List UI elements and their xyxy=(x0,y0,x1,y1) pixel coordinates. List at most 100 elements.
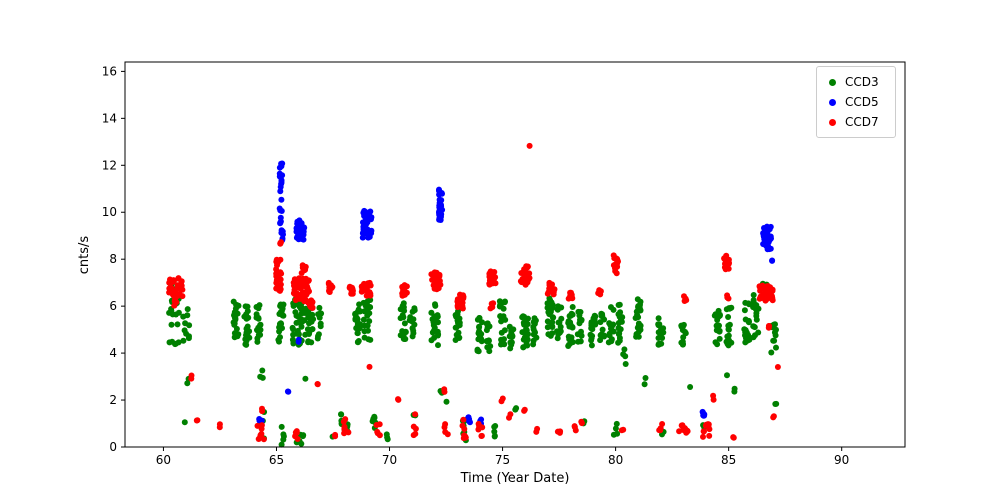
data-point xyxy=(289,324,296,331)
data-point xyxy=(194,417,201,424)
data-point xyxy=(506,414,512,421)
data-point xyxy=(443,398,450,405)
data-point xyxy=(365,336,372,343)
data-point xyxy=(681,293,687,300)
data-point xyxy=(298,440,305,447)
data-point xyxy=(485,337,492,344)
y-tick-label: 0 xyxy=(109,440,117,454)
data-point xyxy=(244,303,251,310)
data-point xyxy=(399,303,406,309)
data-point xyxy=(358,288,365,295)
legend-label-ccd7: CCD7 xyxy=(845,115,879,129)
data-point xyxy=(302,375,309,382)
data-point xyxy=(616,330,623,337)
data-point xyxy=(352,316,359,323)
data-point xyxy=(725,314,732,320)
data-point xyxy=(616,335,623,341)
data-point xyxy=(231,321,238,328)
data-point xyxy=(530,341,537,348)
data-point xyxy=(524,276,531,283)
data-point xyxy=(328,285,335,292)
data-point xyxy=(773,344,779,351)
data-point xyxy=(186,333,192,340)
x-tick-label: 70 xyxy=(382,453,397,467)
data-point xyxy=(578,332,585,339)
y-tick-label: 14 xyxy=(102,111,117,125)
data-point xyxy=(441,386,448,393)
data-point xyxy=(231,312,237,319)
data-point xyxy=(184,306,191,313)
data-point xyxy=(597,337,604,344)
data-point xyxy=(744,337,751,344)
data-point xyxy=(524,270,531,277)
data-point xyxy=(277,281,284,288)
data-point xyxy=(632,315,639,321)
data-point xyxy=(569,304,576,310)
data-point xyxy=(577,338,584,345)
data-point xyxy=(492,423,499,429)
data-point xyxy=(301,290,308,297)
data-point xyxy=(724,372,730,379)
data-point xyxy=(600,332,607,339)
data-point xyxy=(302,263,309,270)
data-point xyxy=(293,319,300,326)
data-point xyxy=(575,308,582,315)
data-point xyxy=(598,313,605,319)
data-point xyxy=(555,331,562,338)
x-tick-label: 85 xyxy=(721,453,736,467)
data-point xyxy=(432,270,439,277)
data-point xyxy=(253,314,260,321)
data-point xyxy=(411,321,418,328)
data-point xyxy=(257,434,264,441)
data-point xyxy=(762,297,769,304)
data-point xyxy=(315,311,322,318)
data-point xyxy=(298,295,305,302)
data-point xyxy=(588,342,595,349)
data-point xyxy=(277,214,284,221)
data-point xyxy=(182,320,189,327)
data-point xyxy=(259,374,266,381)
data-point xyxy=(558,315,565,322)
data-point xyxy=(544,318,551,325)
data-point xyxy=(620,351,627,358)
data-point xyxy=(279,160,286,167)
data-point xyxy=(310,316,317,323)
data-point xyxy=(412,425,419,432)
data-point xyxy=(706,432,713,439)
y-tick-label: 16 xyxy=(102,64,117,78)
data-point xyxy=(726,305,733,312)
data-point xyxy=(523,326,530,332)
data-point xyxy=(297,279,303,286)
data-point xyxy=(366,363,373,370)
data-point xyxy=(554,428,561,435)
x-tick-label: 65 xyxy=(269,453,284,467)
data-point xyxy=(295,313,302,320)
data-point xyxy=(278,177,285,184)
data-point xyxy=(546,311,553,318)
data-point xyxy=(243,329,250,336)
data-point xyxy=(298,323,305,330)
data-point xyxy=(486,281,493,288)
data-point xyxy=(476,324,483,331)
data-point xyxy=(764,223,770,230)
scatter-points-layer xyxy=(166,142,781,448)
data-point xyxy=(278,229,285,236)
data-point xyxy=(274,262,280,269)
y-tick-label: 2 xyxy=(109,393,117,407)
legend-item-ccd5: CCD5 xyxy=(825,92,887,112)
data-point xyxy=(761,292,768,299)
data-point xyxy=(755,329,762,336)
data-point xyxy=(500,315,507,322)
data-point xyxy=(569,324,576,331)
data-point xyxy=(454,296,461,303)
data-point xyxy=(442,421,449,428)
data-point xyxy=(276,338,282,345)
data-point xyxy=(701,412,708,419)
data-point xyxy=(436,277,443,284)
data-point xyxy=(279,305,286,312)
series-ccd5 xyxy=(256,160,776,428)
data-point xyxy=(412,411,419,418)
data-point xyxy=(346,284,353,291)
y-tick-label: 8 xyxy=(109,252,117,266)
